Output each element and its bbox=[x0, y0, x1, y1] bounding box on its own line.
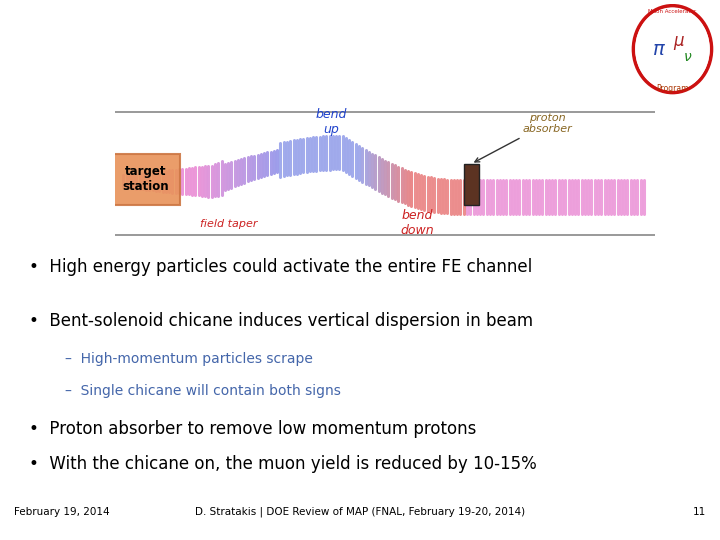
Text: $\mu$: $\mu$ bbox=[673, 35, 685, 52]
Text: $\pi$: $\pi$ bbox=[652, 39, 666, 59]
Text: •  High energy particles could activate the entire FE channel: • High energy particles could activate t… bbox=[29, 258, 532, 276]
Bar bbox=[112, 112, 658, 234]
Text: –  Single chicane will contain both signs: – Single chicane will contain both signs bbox=[65, 384, 341, 399]
Text: Front-End chicane: Front-End chicane bbox=[176, 36, 458, 64]
Text: •  Proton absorber to remove low momentum protons: • Proton absorber to remove low momentum… bbox=[29, 420, 476, 438]
Text: •  Bent-solenoid chicane induces vertical dispersion in beam: • Bent-solenoid chicane induces vertical… bbox=[29, 312, 533, 330]
Text: bend
up: bend up bbox=[315, 108, 347, 136]
Text: proton
absorber: proton absorber bbox=[475, 113, 572, 162]
Text: D. Stratakis | DOE Review of MAP (FNAL, February 19-20, 2014): D. Stratakis | DOE Review of MAP (FNAL, … bbox=[195, 507, 525, 517]
FancyBboxPatch shape bbox=[112, 154, 180, 205]
Text: Muon Accelerator: Muon Accelerator bbox=[649, 9, 696, 14]
Bar bbox=[464, 164, 479, 205]
Text: bend
down: bend down bbox=[401, 208, 434, 237]
Text: 11: 11 bbox=[693, 507, 706, 517]
Text: $\nu$: $\nu$ bbox=[683, 50, 693, 64]
Text: –  High-momentum particles scrape: – High-momentum particles scrape bbox=[65, 352, 312, 366]
Text: •  With the chicane on, the muon yield is reduced by 10-15%: • With the chicane on, the muon yield is… bbox=[29, 455, 536, 474]
Text: target
station: target station bbox=[122, 165, 169, 193]
Text: field taper: field taper bbox=[200, 219, 257, 230]
Circle shape bbox=[636, 9, 709, 90]
Text: February 19, 2014: February 19, 2014 bbox=[14, 507, 110, 517]
Text: Program: Program bbox=[656, 84, 689, 93]
